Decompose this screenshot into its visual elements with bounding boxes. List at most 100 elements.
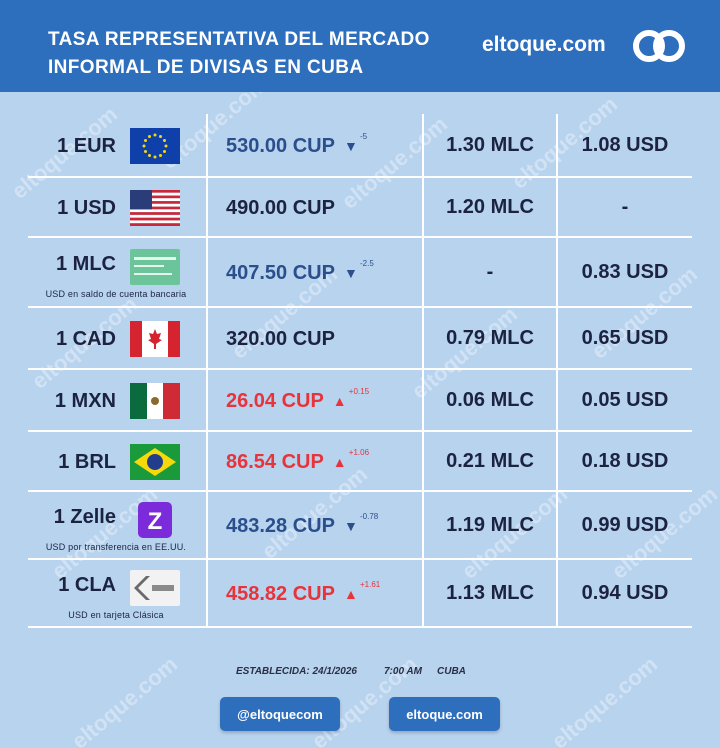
usd-cell: 0.94 USD (558, 560, 692, 626)
currency-code: 1 BRL (58, 451, 116, 473)
cup-rate: 530.00 CUP (226, 135, 335, 157)
table-row: 1 CAD 320.00 CUP 0.79 MLC 0.65 USD (28, 308, 692, 370)
brand-name: eltoque.com (482, 33, 606, 56)
website-button[interactable]: eltoque.com (389, 697, 500, 731)
cup-rate: 483.28 CUP (226, 515, 335, 537)
rate-change: +1.06 (348, 448, 370, 457)
mlc-cell: - (424, 238, 556, 306)
mlc-value: 1.20 MLC (446, 195, 534, 218)
usd-cell: 1.08 USD (558, 114, 692, 176)
cup-rate-cell: 320.00 CUP (208, 308, 422, 368)
currency-code: 1 Zelle (53, 506, 116, 528)
usd-cell: 0.05 USD (558, 370, 692, 430)
trend-down-icon: ▼ (344, 518, 358, 534)
trend-up-icon: ▲ (332, 454, 347, 470)
mlc-value: - (486, 260, 494, 283)
trend-up-icon: ▲ (332, 393, 347, 409)
currency-cell: 1 CAD (28, 308, 206, 368)
usd-value: 0.65 USD (581, 326, 669, 349)
currency-code: 1 CLA (58, 574, 116, 596)
title-line-1: TASA REPRESENTATIVA DEL MERCADO (48, 29, 430, 50)
currency-description: USD por transferencia en EE.UU. (45, 542, 187, 552)
usd-value: 0.83 USD (581, 260, 669, 283)
mlc-cell: 0.06 MLC (424, 370, 556, 430)
social-handle-button[interactable]: @eltoquecom (220, 697, 340, 731)
currency-code: 1 EUR (57, 135, 116, 157)
svg-text:Z: Z (148, 508, 163, 535)
mexico-flag-icon (130, 383, 180, 419)
table-row: 1 BRL 86.54 CUP ▲ +1.06 0.21 MLC 0.18 USD (28, 432, 692, 492)
rate-change: -0.78 (360, 512, 379, 521)
rates-table: 1 EUR 530.00 CUP ▼ -5 1.30 MLC 1.08 USD 1 USD 4… (28, 114, 692, 628)
mlc-cell: 0.21 MLC (424, 432, 556, 490)
column-divider (206, 114, 208, 628)
currency-cell: 1 MXN (28, 370, 206, 430)
cup-rate: 86.54 CUP (226, 451, 324, 473)
usd-cell: 0.83 USD (558, 238, 692, 306)
cup-rate: 407.50 CUP (226, 262, 335, 284)
mlc-value: 0.06 MLC (446, 388, 534, 411)
currency-cell: 1 Zelle Z USD por transferencia en EE.UU. (28, 492, 206, 558)
usd-value: 0.99 USD (581, 513, 669, 536)
cup-rate-cell: 483.28 CUP ▼ -0.78 (208, 492, 422, 558)
cup-rate: 26.04 CUP (226, 390, 324, 412)
brazil-flag-icon (130, 444, 180, 480)
rate-change: +1.61 (360, 580, 381, 589)
currency-description: USD en saldo de cuenta bancaria (45, 289, 187, 299)
eu-flag-icon (130, 128, 180, 164)
cup-rate-cell: 458.82 CUP ▲ +1.61 (208, 560, 422, 626)
usd-value: 0.94 USD (581, 581, 669, 604)
usd-cell: 0.18 USD (558, 432, 692, 490)
currency-cell: 1 CLA USD en tarjeta Clásica (28, 560, 206, 626)
mlc-value: 0.79 MLC (446, 326, 534, 349)
usd-cell: - (558, 178, 692, 236)
cup-rate-cell: 86.54 CUP ▲ +1.06 (208, 432, 422, 490)
mlc-cell: 1.13 MLC (424, 560, 556, 626)
header-bar: TASA REPRESENTATIVA DEL MERCADO INFORMAL… (0, 0, 720, 92)
cup-rate: 458.82 CUP (226, 583, 335, 605)
watermark-text: eltoque.com (66, 651, 183, 748)
cup-rate-cell: 490.00 CUP (208, 178, 422, 236)
us-flag-icon (130, 190, 180, 226)
cup-rate-cell: 407.50 CUP ▼ -2.5 (208, 238, 422, 306)
mlc-cell: 1.30 MLC (424, 114, 556, 176)
usd-value: - (621, 195, 629, 218)
currency-code: 1 MLC (56, 253, 116, 275)
currency-cell: 1 EUR (28, 114, 206, 176)
table-row: 1 MLC USD en saldo de cuenta bancaria 407.… (28, 238, 692, 308)
mlc-value: 1.19 MLC (446, 513, 534, 536)
table-row: 1 EUR 530.00 CUP ▼ -5 1.30 MLC 1.08 USD (28, 114, 692, 178)
trend-down-icon: ▼ (344, 265, 358, 281)
usd-cell: 0.99 USD (558, 492, 692, 558)
rate-change: -2.5 (360, 259, 374, 268)
established-time: 7:00 AM (384, 666, 422, 677)
mlc-value: 0.21 MLC (446, 449, 534, 472)
table-row: 1 CLA USD en tarjeta Clásica 458.82 CUP ▲ +1… (28, 560, 692, 628)
currency-code: 1 USD (57, 197, 116, 219)
clasica-card-icon (130, 570, 180, 606)
established-date: ESTABLECIDA: 24/1/2026 (236, 666, 357, 677)
cup-rate: 490.00 CUP (226, 197, 335, 219)
currency-cell: 1 BRL (28, 432, 206, 490)
table-row: 1 Zelle Z USD por transferencia en EE.UU. 4… (28, 492, 692, 560)
trend-up-icon: ▲ (344, 586, 358, 602)
usd-value: 0.05 USD (581, 388, 669, 411)
column-divider (556, 114, 558, 628)
usd-value: 1.08 USD (581, 133, 669, 156)
zelle-logo-icon: Z (130, 502, 180, 538)
mlc-cell: 0.79 MLC (424, 308, 556, 368)
column-divider (422, 114, 424, 628)
table-row: 1 MXN 26.04 CUP ▲ +0.15 0.06 MLC 0.05 USD (28, 370, 692, 432)
mlc-cell: 1.19 MLC (424, 492, 556, 558)
rate-change: -5 (360, 132, 368, 141)
mlc-value: 1.13 MLC (446, 581, 534, 604)
usd-cell: 0.65 USD (558, 308, 692, 368)
watermark-text: eltoque.com (546, 651, 663, 748)
cup-rate: 320.00 CUP (226, 328, 335, 350)
currency-code: 1 CAD (55, 328, 116, 350)
trend-down-icon: ▼ (344, 138, 358, 154)
table-row: 1 USD 490.00 CUP 1.20 MLC - (28, 178, 692, 238)
page-title: TASA REPRESENTATIVA DEL MERCADO INFORMAL… (48, 26, 468, 82)
currency-description: USD en tarjeta Clásica (68, 610, 164, 620)
currency-cell: 1 MLC USD en saldo de cuenta bancaria (28, 238, 206, 306)
